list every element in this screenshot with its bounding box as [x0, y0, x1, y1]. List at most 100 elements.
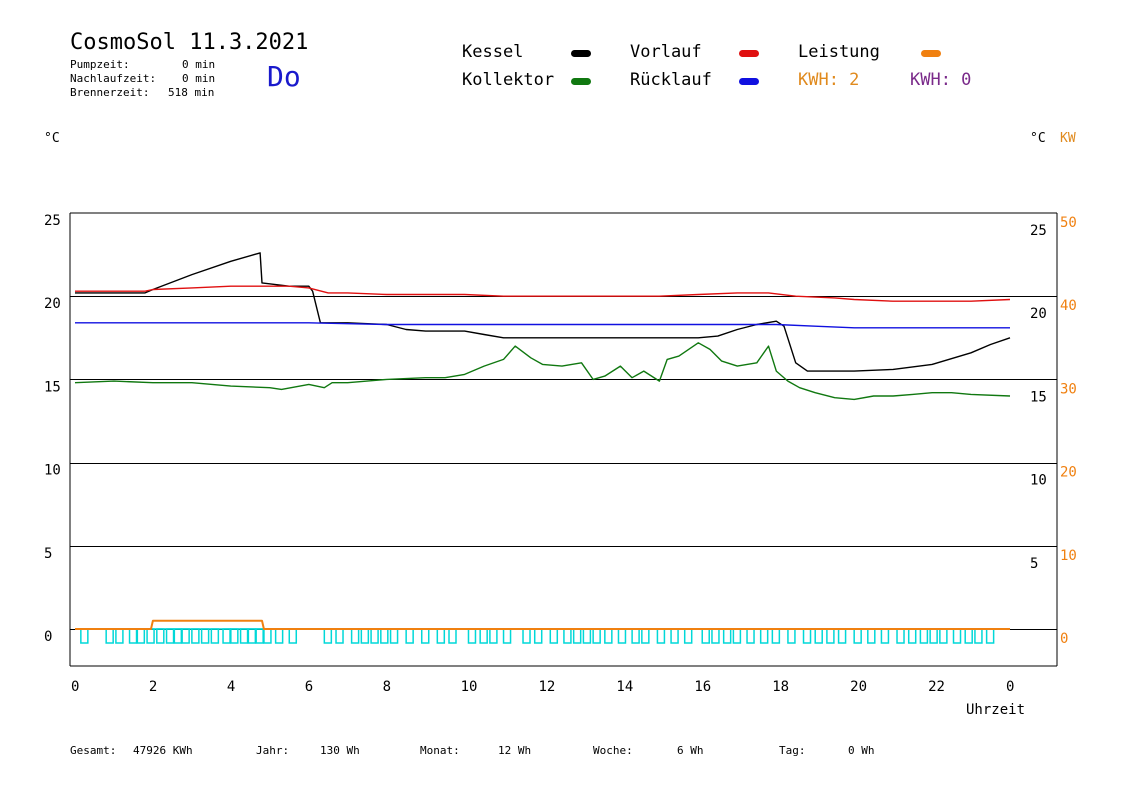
pump-pulse — [582, 628, 592, 644]
pump-pulse — [156, 628, 165, 644]
pump-pulse — [181, 628, 190, 644]
right-temp-tick-label: 5 — [1030, 556, 1038, 572]
afterrun-time-value: 0 min — [182, 72, 216, 85]
year-energy-value: 130 Wh — [320, 744, 360, 757]
right-kw-tick-label: 10 — [1060, 548, 1077, 564]
x-tick-label: 12 — [539, 679, 556, 695]
pump-pulse — [165, 628, 175, 644]
legend-ruecklauf-swatch — [739, 78, 759, 85]
pump-pulse — [563, 628, 572, 644]
pump-pulse — [389, 628, 399, 644]
x-tick-label: 8 — [383, 679, 391, 695]
pump-pulse — [502, 628, 512, 644]
pump-pulse — [867, 628, 876, 644]
pump-time-label: Pumpzeit: — [70, 58, 130, 71]
pump-pulse — [350, 628, 360, 644]
pump-pulse — [230, 628, 239, 644]
pump-pulses — [75, 628, 1010, 644]
pump-pulse — [80, 628, 89, 644]
pump-pulse — [210, 628, 220, 644]
pump-pulse — [985, 628, 995, 644]
right-temp-tick-label: 10 — [1030, 473, 1047, 489]
series-kollektor — [74, 342, 1011, 401]
burner-time-label: Brennerzeit: — [70, 86, 150, 99]
right-kw-tick-label: 0 — [1060, 631, 1068, 647]
pump-pulse — [670, 628, 679, 644]
kwh-value-1: KWH: 2 — [798, 70, 860, 90]
pump-pulse — [115, 628, 124, 644]
pump-pulse — [247, 628, 257, 644]
burner-time-value: 518 min — [168, 86, 215, 99]
pump-pulse — [323, 628, 333, 644]
pump-pulse — [683, 628, 693, 644]
total-energy-value: 47926 KWh — [133, 744, 193, 757]
pump-pulse — [701, 628, 710, 644]
pump-pulse — [549, 628, 559, 644]
right-kw-tick-label: 30 — [1060, 381, 1077, 397]
right-temp-tick-label: 15 — [1030, 389, 1047, 405]
left-tick-label: 10 — [44, 463, 61, 479]
legend-kessel-label: Kessel — [462, 42, 524, 62]
pump-pulse — [136, 628, 146, 644]
day-energy-label: Tag: — [779, 744, 806, 757]
pump-pulse — [837, 628, 847, 644]
pump-pulse — [222, 628, 231, 644]
week-energy-value: 6 Wh — [677, 744, 704, 757]
legend-leistung-swatch — [921, 50, 941, 57]
total-energy-label: Gesamt: — [70, 744, 117, 757]
x-tick-label: 16 — [694, 679, 711, 695]
legend-vorlauf-label: Vorlauf — [630, 42, 702, 62]
right-kw-tick-label: 20 — [1060, 465, 1077, 481]
x-tick-label: 4 — [227, 679, 235, 695]
pump-pulse — [802, 628, 812, 644]
pump-pulse — [964, 628, 973, 644]
afterrun-time-label: Nachlaufzeit: — [70, 72, 157, 85]
pump-pulse — [522, 628, 531, 644]
series-ruecklauf — [75, 322, 1010, 329]
pump-pulse — [405, 628, 414, 644]
x-tick-label: 2 — [149, 679, 157, 695]
pump-pulse — [360, 628, 370, 644]
pump-pulse — [787, 628, 796, 644]
pump-pulse — [146, 628, 155, 644]
right-temp-tick-label: 25 — [1030, 223, 1047, 239]
pump-pulse — [200, 628, 210, 644]
pump-pulse — [641, 628, 650, 644]
right-axis-unit: °C — [1030, 131, 1046, 146]
x-tick-label: 10 — [461, 679, 478, 695]
pump-pulse — [288, 628, 298, 644]
x-tick-label: 14 — [616, 679, 633, 695]
pump-pulse — [604, 628, 613, 644]
left-axis-unit: °C — [44, 131, 60, 146]
year-energy-label: Jahr: — [256, 744, 290, 757]
legend-ruecklauf-label: Rücklauf — [630, 70, 712, 90]
pump-pulse — [263, 628, 272, 644]
series-kessel — [75, 252, 1011, 372]
left-tick-label: 5 — [44, 546, 52, 562]
pump-pulse — [420, 628, 430, 644]
legend-vorlauf-swatch — [739, 50, 759, 57]
pump-pulse — [448, 628, 457, 644]
right-kw-unit: KW — [1060, 131, 1076, 146]
series-vorlauf — [75, 285, 1011, 302]
pump-pulse — [255, 628, 264, 644]
left-tick-label: 15 — [44, 379, 61, 395]
right-kw-tick-label: 40 — [1060, 298, 1077, 314]
x-tick-label: 0 — [71, 679, 79, 695]
pump-pulse — [274, 628, 284, 644]
x-tick-label: 20 — [850, 679, 867, 695]
pump-pulse — [436, 628, 446, 644]
kwh-value-2: KWH: 0 — [910, 70, 972, 90]
pump-pulse — [239, 628, 249, 644]
pump-pulse — [722, 628, 732, 644]
week-energy-label: Woche: — [593, 744, 633, 757]
pump-pulse — [814, 628, 823, 644]
pump-pulse — [631, 628, 640, 644]
pump-pulse — [191, 628, 200, 644]
x-tick-label: 0 — [1006, 679, 1014, 695]
pump-pulse — [467, 628, 477, 644]
left-tick-label: 0 — [44, 629, 52, 645]
pump-pulse — [771, 628, 781, 644]
pump-pulse — [335, 628, 344, 644]
pump-pulse — [656, 628, 666, 644]
